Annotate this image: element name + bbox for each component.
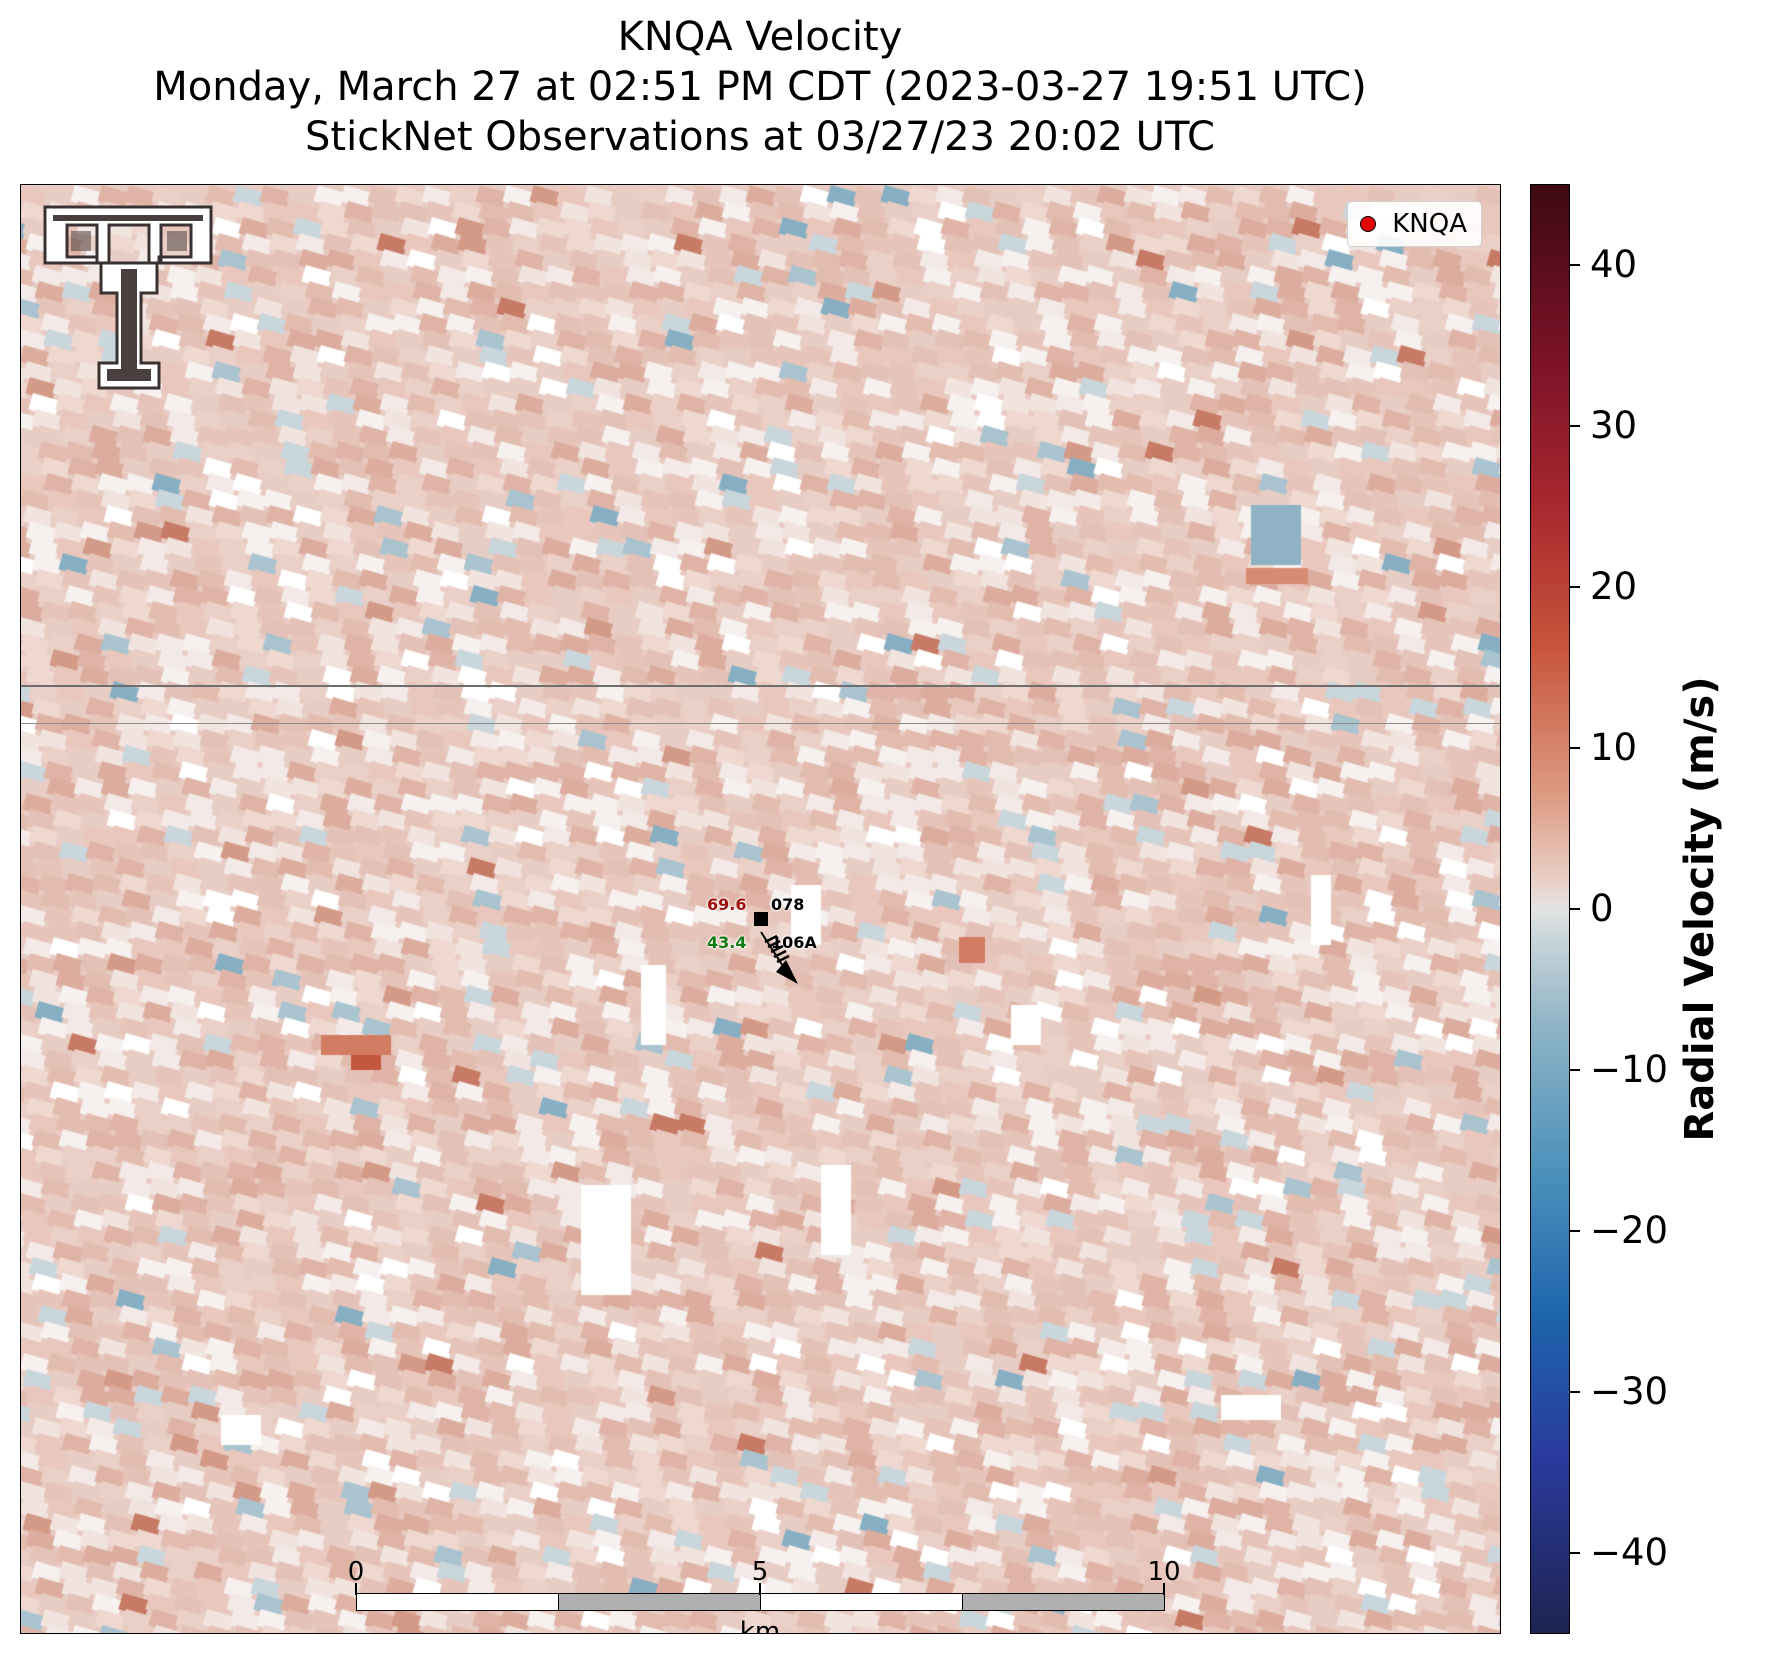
scale-bar-segment <box>356 1593 559 1611</box>
station-dewpoint: 43.4 <box>707 933 747 952</box>
scale-bar-unit: km <box>739 1617 781 1634</box>
radar-velocity-field <box>21 185 1500 1633</box>
scale-bar-label: 5 <box>751 1557 769 1587</box>
scale-bar-tick <box>1163 1583 1165 1595</box>
scale-bar-segment <box>558 1593 761 1611</box>
colorbar-tick-label: −20 <box>1590 1209 1669 1253</box>
chart-title-line1: KNQA Velocity <box>617 14 903 60</box>
station-078-marker[interactable] <box>754 912 768 926</box>
colorbar-tick <box>1570 908 1580 910</box>
colorbar-tick-label: 30 <box>1590 403 1638 447</box>
colorbar-tick-label: −40 <box>1590 1531 1669 1575</box>
county-boundary-line <box>21 723 1500 724</box>
map-legend: KNQA <box>1347 201 1482 247</box>
colorbar-tick <box>1570 1391 1580 1394</box>
station-id-078: 078 <box>771 895 805 914</box>
colorbar-tick <box>1570 424 1580 427</box>
colorbar-tick-label: 0 <box>1590 887 1614 930</box>
colorbar-tick-label: 10 <box>1590 725 1638 769</box>
chart-title-line3: StickNet Observations at 03/27/23 20:02 … <box>305 114 1215 160</box>
colorbar-tick-label: −30 <box>1590 1370 1669 1414</box>
colorbar-tick <box>1570 1230 1580 1233</box>
colorbar-tick <box>1570 585 1580 588</box>
texas-tech-double-t-logo <box>43 205 213 390</box>
scale-bar-tick <box>355 1583 357 1595</box>
colorbar-tick-label: 40 <box>1590 242 1638 286</box>
colorbar-tick <box>1570 746 1580 749</box>
colorbar-tick-label: −10 <box>1590 1048 1669 1092</box>
scale-bar-label: 10 <box>1147 1557 1181 1587</box>
legend-label: KNQA <box>1392 209 1467 239</box>
colorbar-tick <box>1570 263 1580 266</box>
colorbar-tick-label: 20 <box>1590 564 1638 608</box>
colorbar <box>1530 184 1570 1634</box>
colorbar-title: Radial Velocity (m/s) <box>1677 676 1723 1142</box>
wind-barb-icon <box>760 931 798 984</box>
scale-bar-tick <box>759 1583 761 1595</box>
scale-bar-label: 0 <box>347 1557 365 1587</box>
radar-velocity-map[interactable]: KNQA 69.6 078 43.4 106A 0 5 10 km <box>20 184 1501 1634</box>
station-temperature: 69.6 <box>707 895 747 914</box>
scale-bar-segment <box>962 1593 1165 1611</box>
radar-site-marker-icon <box>1360 216 1377 232</box>
state-boundary-line <box>21 685 1500 687</box>
colorbar-tick <box>1570 1069 1580 1072</box>
colorbar-tick <box>1570 1552 1580 1555</box>
chart-title-line2: Monday, March 27 at 02:51 PM CDT (2023-0… <box>153 64 1367 110</box>
scale-bar-segment <box>760 1593 963 1611</box>
